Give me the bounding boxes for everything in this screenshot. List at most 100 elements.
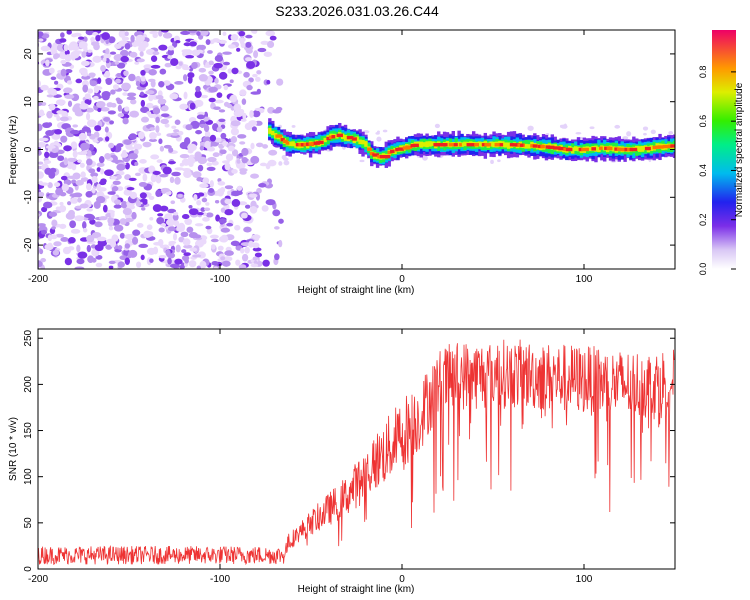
x-tick-label: -100 [210,274,230,285]
heatmap-cell [50,76,57,81]
ridge-cell [536,143,540,150]
heatmap-cell [233,103,242,112]
heatmap-cell [40,84,49,91]
ridge-peak-cell [591,147,597,151]
heatmap-cell [170,200,176,205]
x-tick-label: 0 [399,274,405,285]
heatmap-cell [272,209,281,217]
heatmap-cell [91,231,102,239]
heatmap-cell [135,201,142,207]
heatmap-cell [183,252,191,257]
heatmap-cell [250,91,261,95]
ridge-cell [268,127,272,134]
ridge-peak-cell [530,144,535,148]
y-tick-label: -20 [23,237,34,252]
heatmap-cell [225,153,234,162]
snr-panel: -200 -100 0 100 0 50 100 150 200 250 Height of st… [8,328,676,595]
heatmap-cell [124,243,131,249]
heatmap-cell [77,36,85,40]
heatmap-cell [238,31,246,37]
heatmap-cell [136,222,144,228]
heatmap-cell [139,51,144,57]
heatmap-cell [203,207,211,211]
heatmap-cell [268,149,278,156]
heatmap-cell [201,197,208,203]
heatmap-cell [130,34,135,43]
heatmap-cell [252,110,261,118]
heatmap-cell [155,175,162,184]
heatmap-cell [150,174,157,183]
heatmap-cell [95,254,103,260]
snr-axes: -200 -100 0 100 0 50 100 150 200 250 [23,329,675,585]
heatmap-cell [167,208,177,214]
heatmap-cell [172,213,179,221]
heatmap-cell [98,156,105,164]
heatmap-cell [149,127,156,131]
heatmap-cell [63,157,68,166]
heatmap-cell [44,243,54,251]
heatmap-cell [75,78,83,84]
ridge-peak-cell [568,147,573,152]
heatmap-cell [210,238,219,243]
heatmap-cell [131,211,137,220]
heatmap-cell [48,146,53,152]
heatmap-cell [47,122,53,127]
heatmap-cell [208,60,214,66]
heatmap-cell [227,145,235,152]
heatmap-cell [85,183,92,191]
heatmap-cell [80,60,90,67]
heatmap-cell [94,86,103,91]
heatmap-cell [267,40,275,49]
y-tick-label: 200 [23,376,34,393]
heatmap-cell [197,164,204,172]
heatmap-cell [108,265,114,269]
heatmap-cell [168,147,174,153]
ridge-peak-cell [387,150,393,155]
heatmap-cell [69,193,80,198]
heatmap-cell [110,210,115,219]
ridge-cell [506,142,511,149]
heatmap-cell [38,137,49,142]
heatmap-cell [94,244,104,252]
heatmap-cell [74,215,85,222]
heatmap-cell [81,150,88,156]
y-tick-label: 150 [23,422,34,439]
heatmap-cell [213,62,223,69]
heatmap-cell [189,41,197,47]
heatmap-cell [136,261,142,268]
heatmap-cell [77,197,82,203]
heatmap-cell [84,99,91,105]
heatmap-cell [248,240,254,248]
heatmap-cell [110,89,116,95]
heatmap-cell [174,81,184,85]
heatmap-cell [148,138,158,143]
heatmap-cell [91,187,96,194]
heatmap-cell [206,162,213,167]
colorbar-gradient [712,30,736,269]
heatmap-cell [213,106,221,111]
ridge-cell [576,146,581,152]
heatmap-cell [231,67,239,75]
colorbar-label: Normalized spectral amplitude [734,82,745,217]
heatmap-cell [221,260,231,267]
heatmap-cell [79,67,88,75]
heatmap-cell [81,51,87,58]
heatmap-cell [48,211,58,217]
heatmap-cell [163,80,171,86]
heatmap-cell [274,253,280,261]
heatmap-cell [254,252,263,258]
heatmap-cell [189,102,196,110]
chart-title: S233.2026.031.03.26.C44 [275,3,439,19]
heatmap-cell [146,102,154,109]
heatmap-cell [614,124,621,129]
heatmap-cell [132,229,141,236]
heatmap-cell [128,133,137,140]
ridge-peak-cell [458,143,462,147]
ridge-cell [428,141,432,147]
heatmap-cell [160,223,167,227]
heatmap-cell [64,94,75,99]
ridge-cell [649,145,654,152]
heatmap-cell [259,162,268,167]
heatmap-cell [126,92,137,97]
heatmap-cell [188,232,199,239]
